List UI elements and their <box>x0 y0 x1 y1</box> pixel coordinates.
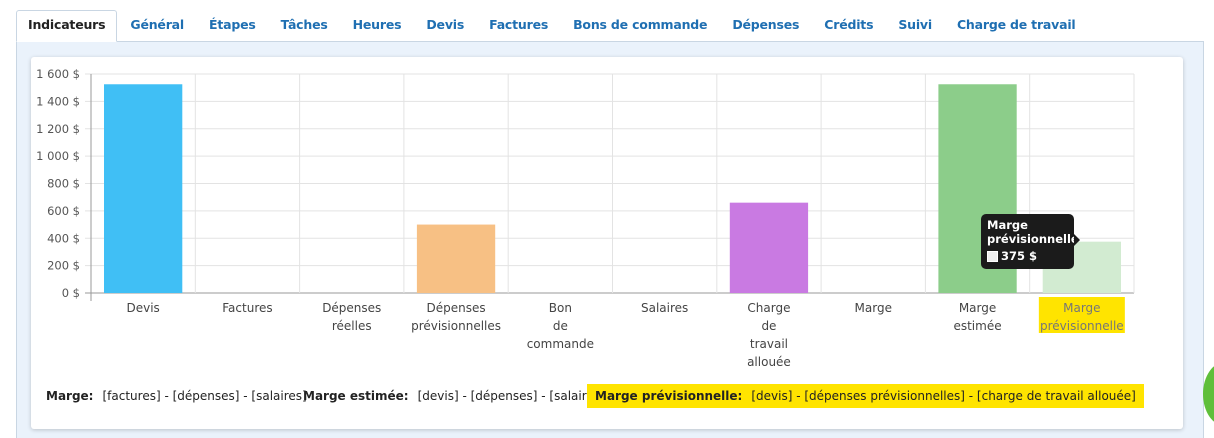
y-tick-label: 1 000 $ <box>36 149 80 163</box>
x-tick-label: Dépenses <box>322 301 381 315</box>
bar <box>729 202 809 293</box>
y-tick-label: 1 600 $ <box>36 67 80 81</box>
tab-suivi[interactable]: Suivi <box>898 17 932 32</box>
x-tick-label: prévisionnelles <box>411 319 501 333</box>
x-tick-label: Factures <box>222 301 272 315</box>
tab-depenses[interactable]: Dépenses <box>732 17 800 32</box>
y-tick-label: 0 $ <box>62 286 80 300</box>
x-tick-label: de <box>553 319 568 333</box>
tab-charge-de-travail[interactable]: Charge de travail <box>956 17 1076 32</box>
legend-estimee-formula: [devis] - [dépenses] - [salaires] <box>417 389 605 403</box>
tab-taches[interactable]: Tâches <box>280 17 328 32</box>
x-tick-label: Marge <box>855 301 892 315</box>
x-tick-label: allouée <box>747 355 791 369</box>
tab-heures[interactable]: Heures <box>352 17 402 32</box>
bar <box>104 84 183 293</box>
x-tick-label: estimée <box>953 319 1001 333</box>
x-tick-label: de <box>761 319 776 333</box>
x-tick-label: Marge <box>1063 301 1100 315</box>
legend-prev-label: Marge prévisionnelle: <box>595 389 743 403</box>
floating-action-button[interactable] <box>1203 362 1214 426</box>
x-tick-label: travail <box>750 337 788 351</box>
x-tick-label: Dépenses <box>426 301 485 315</box>
tab-indicateurs[interactable]: Indicateurs <box>16 10 118 42</box>
legend-marge-estimee: Marge estimée: [devis] - [dépenses] - [s… <box>303 384 605 408</box>
tab-bons-de-commande[interactable]: Bons de commande <box>573 17 708 32</box>
legend-marge-previsionnelle: Marge prévisionnelle: [devis] - [dépense… <box>587 384 1144 408</box>
legend-prev-formula: [devis] - [dépenses prévisionnelles] - [… <box>751 389 1136 403</box>
x-tick-label: commande <box>527 337 594 351</box>
x-tick-label: Bon <box>549 301 572 315</box>
tooltip-value: 375 $ <box>1001 249 1038 263</box>
tab-credits[interactable]: Crédits <box>824 17 874 32</box>
x-tick-label: Marge <box>959 301 996 315</box>
tab-devis[interactable]: Devis <box>426 17 465 32</box>
y-tick-label: 200 $ <box>47 259 80 273</box>
tooltip-title-line2: prévisionnelle <box>987 232 1079 246</box>
x-tick-label: réelles <box>332 319 372 333</box>
tooltip-color-swatch <box>987 250 998 262</box>
y-tick-label: 600 $ <box>47 204 80 218</box>
chart-tooltip: Marge prévisionnelle 375 $ <box>981 214 1080 269</box>
y-tick-label: 1 400 $ <box>36 94 80 108</box>
legend-marge-formula: [factures] - [dépenses] - [salaires] <box>102 389 307 403</box>
tab-factures[interactable]: Factures <box>489 17 549 32</box>
tab-bar: Indicateurs Général Étapes Tâches Heures… <box>16 10 1088 42</box>
tab-etapes[interactable]: Étapes <box>209 17 256 32</box>
tab-general[interactable]: Général <box>130 17 184 32</box>
bar <box>416 224 496 293</box>
x-tick-label: prévisionnelle <box>1040 319 1124 333</box>
x-label-highlight <box>1038 297 1125 333</box>
y-tick-label: 800 $ <box>47 177 80 191</box>
legend-marge: Marge: [factures] - [dépenses] - [salair… <box>46 384 307 408</box>
legend-estimee-label: Marge estimée: <box>303 389 409 403</box>
y-tick-label: 400 $ <box>47 231 80 245</box>
tooltip-title-line1: Marge <box>987 218 1028 232</box>
y-tick-label: 1 200 $ <box>36 122 80 136</box>
legend-marge-label: Marge: <box>46 389 94 403</box>
x-tick-label: Devis <box>126 301 159 315</box>
x-tick-label: Salaires <box>641 301 688 315</box>
x-tick-label: Charge <box>747 301 790 315</box>
